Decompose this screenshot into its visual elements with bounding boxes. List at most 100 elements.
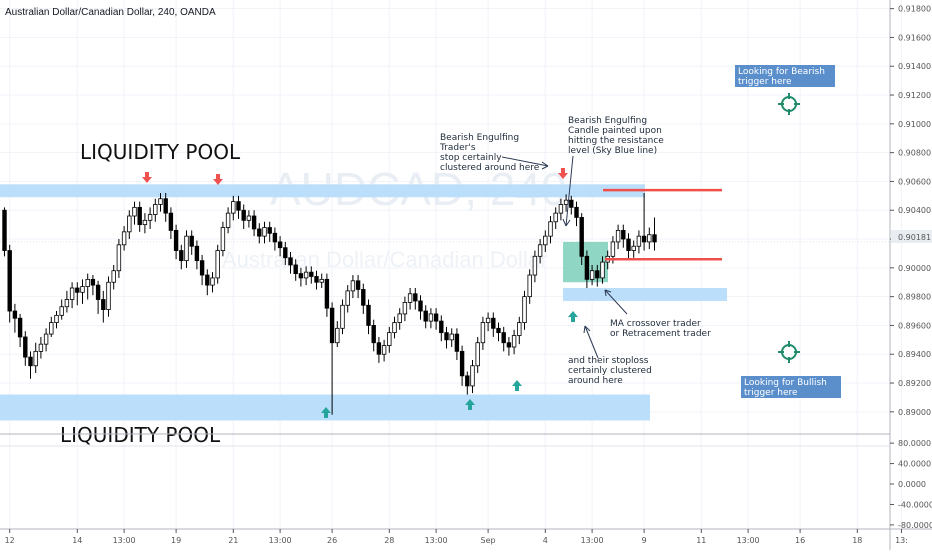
- candle: [428, 308, 434, 329]
- candle: [199, 254, 205, 286]
- candle-body: [444, 332, 449, 341]
- candle: [277, 236, 283, 257]
- candle: [485, 312, 491, 332]
- candle: [589, 264, 595, 286]
- candle: [236, 195, 241, 219]
- candle-body: [210, 277, 215, 286]
- candle-body: [158, 198, 163, 205]
- candle: [329, 302, 335, 415]
- candle-body: [387, 332, 392, 347]
- candle-body: [241, 209, 246, 221]
- candle-body: [407, 293, 413, 303]
- candle: [470, 360, 475, 394]
- candle: [522, 290, 527, 330]
- candle-body: [288, 257, 293, 266]
- time-axis[interactable]: 12 14 13:00 19 21 13:00 26 28 13:00 Sep 4 13:00 9 11 1…: [0, 528, 932, 545]
- candle: [272, 227, 278, 251]
- candle-body: [335, 327, 340, 344]
- candle-body: [231, 201, 236, 214]
- arrow-to-resistance: [501, 156, 549, 167]
- svg-text:certainly clustered: certainly clustered: [568, 366, 652, 376]
- candle-body: [569, 199, 574, 208]
- bullish-arrow-icon: [465, 399, 475, 410]
- candle-body: [459, 350, 465, 377]
- price-tick-label: 0.90800: [898, 149, 931, 158]
- candle: [314, 270, 319, 290]
- arrow-to-candle: [565, 155, 574, 227]
- candle-body: [563, 199, 569, 205]
- candle-body: [163, 198, 168, 214]
- candle: [345, 285, 350, 313]
- candle: [64, 290, 70, 313]
- candle: [407, 288, 413, 310]
- bullish-arrow-icon: [568, 311, 578, 322]
- time-tick-label: 11: [696, 536, 706, 545]
- time-tick-label: 13:00: [737, 536, 760, 545]
- time-tick-label: 13:00: [113, 536, 136, 545]
- bullish-arrow-icon: [321, 407, 331, 418]
- candle-body: [480, 322, 486, 344]
- candle-body: [28, 356, 33, 367]
- candle: [267, 221, 272, 242]
- candle: [38, 336, 44, 359]
- candle-body: [132, 206, 137, 217]
- candle-body: [491, 317, 496, 329]
- svg-text:around here: around here: [568, 376, 623, 386]
- candle-body: [647, 234, 652, 243]
- candle-body: [532, 255, 538, 276]
- candle-body: [168, 212, 174, 231]
- bearish-arrow-icon: [558, 168, 568, 179]
- svg-text:clustered around here: clustered around here: [440, 163, 540, 173]
- candle-body: [205, 274, 210, 286]
- candle-body: [225, 212, 231, 228]
- candle-body: [267, 227, 272, 234]
- candle: [262, 221, 267, 244]
- candle-body: [579, 217, 584, 257]
- time-tick-label: 16: [795, 536, 805, 545]
- arrow-to-box: [604, 289, 628, 315]
- arrow-head-1: [541, 161, 549, 170]
- candle: [309, 266, 314, 284]
- annotation-arrows: [501, 155, 628, 359]
- price-axis[interactable]: 0.91800 0.91600 0.91400 0.91200 0.91000 0.908…: [889, 0, 932, 550]
- candle: [168, 207, 174, 240]
- candle: [241, 204, 246, 229]
- candle: [85, 273, 90, 300]
- candle: [75, 282, 80, 306]
- candle: [517, 316, 522, 345]
- candle-body: [631, 245, 636, 251]
- candle: [615, 224, 621, 250]
- candle-body: [558, 204, 564, 214]
- candle: [59, 299, 64, 320]
- candle: [288, 252, 293, 274]
- svg-text:trigger here: trigger here: [744, 388, 798, 398]
- candle: [283, 241, 288, 265]
- candle: [23, 331, 28, 366]
- candle-body: [527, 274, 532, 298]
- price-tick-label: 0.90000: [898, 264, 931, 273]
- candle: [465, 371, 470, 395]
- candle: [387, 326, 392, 353]
- candle: [49, 316, 54, 337]
- indicator-tick-label: -80.0000: [898, 521, 932, 530]
- candle: [28, 351, 33, 379]
- candle-body: [340, 304, 345, 329]
- candle-body: [392, 322, 397, 334]
- candle-body: [236, 201, 241, 211]
- candle: [210, 272, 215, 293]
- resistance-zone: [0, 184, 645, 198]
- candle-body: [553, 212, 558, 223]
- candle-body: [548, 221, 553, 237]
- bearish-trigger-label: Looking for Bearish trigger here: [735, 65, 835, 87]
- candle-body: [543, 235, 548, 246]
- candle: [303, 266, 309, 286]
- candle: [142, 213, 148, 234]
- candle: [335, 321, 340, 348]
- svg-text:Trader's: Trader's: [439, 143, 476, 153]
- time-tick-label: 21: [228, 536, 238, 545]
- candle-body: [121, 231, 127, 246]
- price-tick-label: 0.91000: [898, 120, 931, 129]
- note-stoploss: and their stoploss certainly clustered a…: [568, 356, 652, 386]
